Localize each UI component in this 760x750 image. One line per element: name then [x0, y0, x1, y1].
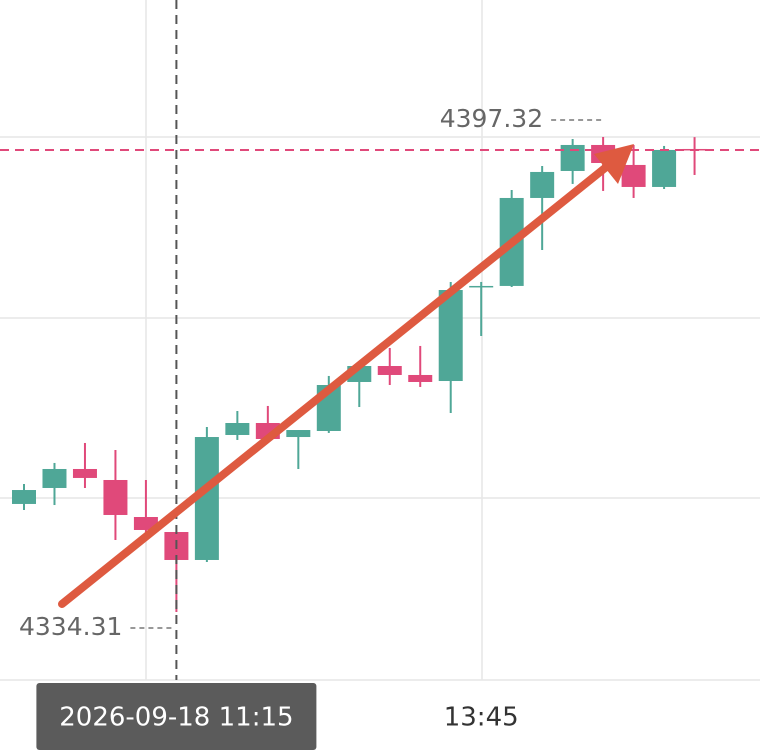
x-axis: 2026-09-18 11:15 13:45 [36, 683, 519, 750]
arrow-shaft [58, 160, 614, 608]
candle-body [12, 490, 36, 504]
crosshair-label: 2026-09-18 11:15 [59, 703, 293, 733]
candle-body [377, 366, 402, 375]
grid [0, 136, 760, 681]
crosshair-tooltip [36, 683, 317, 750]
trend-arrow [58, 144, 634, 608]
max-label: 4397.32 [440, 104, 543, 133]
arrow-head [594, 144, 634, 184]
candle-body [621, 164, 646, 187]
candle-body [72, 468, 97, 478]
x-tick-label: 13:45 [444, 703, 519, 733]
candle-body [42, 468, 67, 488]
candle-body [286, 430, 311, 438]
candle-body [225, 423, 250, 435]
candle-body [652, 149, 677, 187]
candle-body [530, 171, 555, 198]
overlay: 4397.32 4334.31 [0, 0, 760, 680]
candle-body [469, 285, 494, 288]
min-label: 4334.31 [19, 612, 122, 641]
candle-body [560, 144, 585, 171]
candle-body [103, 479, 128, 515]
candles [12, 136, 707, 612]
candle-body [438, 290, 463, 382]
candle-body [408, 374, 433, 382]
